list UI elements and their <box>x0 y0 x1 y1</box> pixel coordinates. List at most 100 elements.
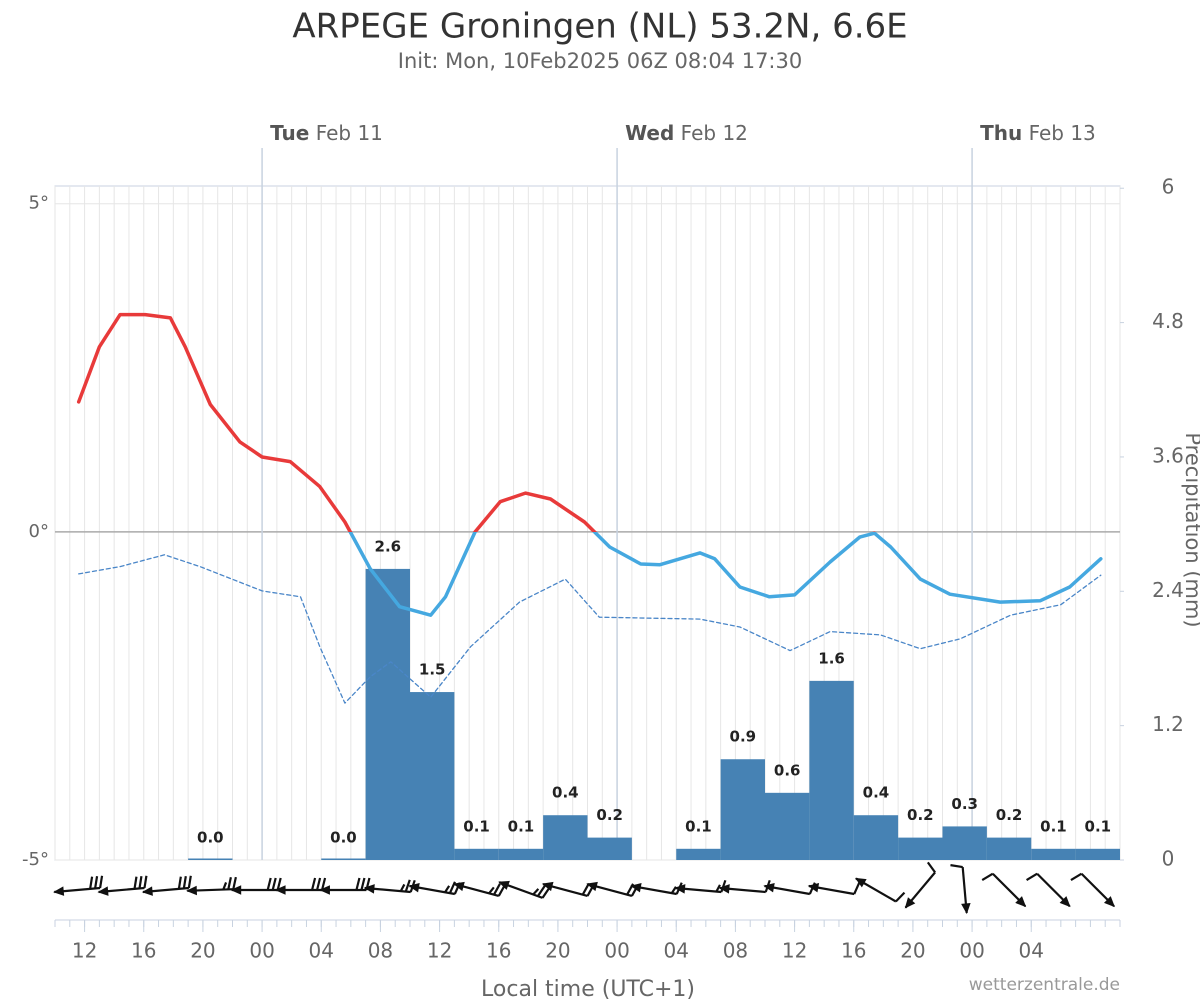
chart-title: ARPEGE Groningen (NL) 53.2N, 6.6E <box>292 7 907 47</box>
x-tick-label: 20 <box>190 939 215 963</box>
barb-feather <box>232 876 237 890</box>
wind-barb <box>674 879 727 894</box>
y2-tick-label: 1.2 <box>1152 712 1184 736</box>
barb-feather <box>981 872 994 882</box>
day-weekday: Wed <box>625 121 674 145</box>
wind-barb <box>453 881 506 898</box>
barb-feather <box>315 877 322 891</box>
barb-head <box>763 882 775 893</box>
wind-barb <box>807 882 861 896</box>
precip-bar <box>454 848 499 860</box>
barb-feather <box>1070 872 1083 882</box>
precip-bar <box>321 858 366 860</box>
barb-feather <box>444 885 451 893</box>
barb-head <box>230 885 242 895</box>
barb-feather <box>536 885 546 897</box>
barb-feather <box>926 861 936 874</box>
wind-barb <box>186 876 237 896</box>
barb-feather <box>276 877 282 891</box>
barb-feather <box>89 876 94 890</box>
precip-bar <box>942 826 987 860</box>
x-tick-label: 04 <box>309 939 334 963</box>
day-date: Feb 11 <box>316 121 383 145</box>
barb-feather <box>227 877 232 890</box>
wind-barb <box>950 864 971 915</box>
barb-head <box>97 886 109 896</box>
barb-head <box>854 877 867 888</box>
barb-head <box>674 884 686 894</box>
barb-head <box>141 886 153 896</box>
wind-barb <box>718 879 771 894</box>
barb-feather <box>320 877 327 891</box>
x-tick-label: 04 <box>664 939 689 963</box>
precip-bar <box>853 815 899 860</box>
barb-feather <box>271 877 277 891</box>
precip-label: 0.0 <box>197 829 224 847</box>
precip-label: 0.0 <box>330 829 357 847</box>
x-tick-label: 08 <box>723 939 748 963</box>
barb-feather <box>532 888 540 896</box>
barb-feather <box>1026 872 1038 882</box>
x-tick-label: 20 <box>900 939 925 963</box>
credit: wetterzentrale.de <box>969 975 1120 995</box>
day-label: Tue Feb 11 <box>270 121 383 145</box>
barb-head <box>807 882 820 893</box>
wind-barb <box>981 872 1027 908</box>
x-tick-label: 00 <box>959 939 984 963</box>
barb-head <box>541 881 554 892</box>
wind-barb <box>363 879 416 894</box>
x-tick-label: 16 <box>841 939 866 963</box>
day-label: Thu Feb 13 <box>980 121 1096 145</box>
y2-tick-label: 6 <box>1162 175 1175 199</box>
barb-feather <box>715 884 721 893</box>
wind-barb <box>854 877 906 903</box>
y-tick-label: 0° <box>29 521 49 542</box>
x-axis-label: Local time (UTC+1) <box>481 977 695 1000</box>
wind-barb <box>97 875 148 896</box>
precip-label: 0.6 <box>774 761 801 779</box>
barb-feather <box>99 875 104 889</box>
precip-bar <box>809 680 854 860</box>
barb-feather <box>177 876 182 890</box>
barb-feather <box>133 876 138 890</box>
precip-label: 0.1 <box>463 817 490 835</box>
day-date: Feb 13 <box>1029 121 1096 145</box>
precip-label: 0.2 <box>996 806 1023 824</box>
precip-label: 2.6 <box>375 537 402 555</box>
barb-feather <box>492 883 501 896</box>
precip-bar <box>543 815 588 860</box>
barb-head <box>1059 896 1071 908</box>
x-tick-label: 16 <box>486 939 511 963</box>
x-tick-label: 12 <box>782 939 807 963</box>
y2-tick-label: 0 <box>1162 847 1175 871</box>
precip-label: 0.1 <box>1040 817 1067 835</box>
barb-head <box>630 882 642 893</box>
barb-head <box>586 881 598 892</box>
day-weekday: Thu <box>980 121 1022 145</box>
barb-feather <box>355 877 361 891</box>
y-tick-label: -5° <box>22 849 49 870</box>
x-tick-label: 20 <box>545 939 570 963</box>
x-tick-label: 00 <box>604 939 629 963</box>
barb-feather <box>853 882 861 895</box>
chart-subtitle: Init: Mon, 10Feb2025 06Z 08:04 17:30 <box>398 49 802 73</box>
precip-label: 1.6 <box>818 649 845 667</box>
precip-bar <box>410 692 455 860</box>
precip-label: 0.4 <box>863 784 890 802</box>
dewpoint-line <box>78 554 1102 704</box>
precip-bar <box>898 837 943 860</box>
barb-feather <box>266 877 272 891</box>
precip-bar <box>986 837 1032 860</box>
barb-feather <box>222 882 228 890</box>
day-date: Feb 12 <box>681 121 748 145</box>
y2-tick-label: 2.4 <box>1152 578 1184 602</box>
precip-bar <box>765 792 810 860</box>
precip-label: 0.9 <box>730 728 757 746</box>
barb-feather <box>895 891 906 903</box>
x-tick-label: 08 <box>368 939 393 963</box>
precip-bar <box>720 759 765 860</box>
precip-label: 0.2 <box>596 806 623 824</box>
wind-barb <box>408 881 461 896</box>
barb-feather <box>182 876 187 889</box>
barb-head <box>408 882 420 893</box>
